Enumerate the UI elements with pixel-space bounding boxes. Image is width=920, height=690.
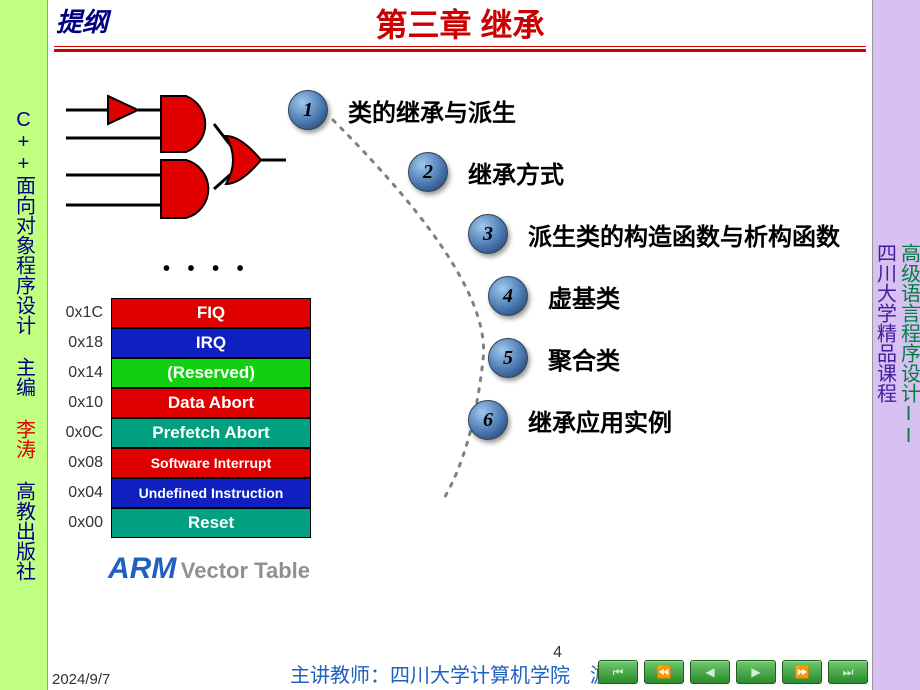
nav-button-4[interactable]: ⏩ [782, 660, 822, 684]
toc-item-6[interactable]: 6 继承应用实例 [468, 400, 840, 440]
vt-cell: Undefined Instruction [111, 478, 311, 508]
toc-item-2[interactable]: 2 继承方式 [408, 152, 840, 192]
vt-addr: 0x1C [56, 304, 111, 322]
left-text-3: 李涛 [13, 419, 35, 459]
vector-table-row: 0x10Data Abort [56, 388, 311, 418]
vector-table-row: 0x00Reset [56, 508, 311, 538]
vt-addr: 0x14 [56, 364, 111, 382]
nav-button-5[interactable]: ⏭ [828, 660, 868, 684]
left-sidebar-text: C++面向对象程序设计 主编 李涛 高教出版社 [13, 109, 35, 581]
toc-label: 聚合类 [548, 341, 620, 376]
vector-table-subtitle: Vector Table [181, 558, 310, 583]
toc-label: 派生类的构造函数与析构函数 [528, 217, 840, 252]
table-of-contents: 1 类的继承与派生 2 继承方式 3 派生类的构造函数与析构函数4 虚基类 5 聚合类 6 继承应用… [278, 90, 840, 462]
toc-item-4[interactable]: 4 虚基类 [488, 276, 840, 316]
nav-button-3[interactable]: ▶ [736, 660, 776, 684]
vt-addr: 0x10 [56, 394, 111, 412]
toc-label: 继承方式 [468, 155, 564, 190]
toc-item-5[interactable]: 5 聚合类 [488, 338, 840, 378]
vt-addr: 0x00 [56, 514, 111, 532]
vt-addr: 0x0C [56, 424, 111, 442]
logic-gates-diagram [66, 90, 286, 250]
nav-button-0[interactable]: ⏮ [598, 660, 638, 684]
toc-number: 5 [488, 338, 528, 378]
toc-label: 类的继承与派生 [348, 93, 516, 128]
vector-table-row: 0x0CPrefetch Abort [56, 418, 311, 448]
vt-cell: Reset [111, 508, 311, 538]
vector-table-row: 0x18IRQ [56, 328, 311, 358]
left-text-1: C++面向对象程序设计 [13, 109, 35, 335]
toc-item-1[interactable]: 1 类的继承与派生 [288, 90, 840, 130]
ellipsis-icon: • • • • [163, 258, 250, 281]
vector-table-caption: ARM Vector Table [108, 552, 310, 586]
toc-number: 3 [468, 214, 508, 254]
page-title: 第三章 继承 [48, 0, 872, 46]
toc-number: 4 [488, 276, 528, 316]
nav-button-2[interactable]: ◀ [690, 660, 730, 684]
vt-addr: 0x18 [56, 334, 111, 352]
vector-table-row: 0x14(Reserved) [56, 358, 311, 388]
toc-label: 虚基类 [548, 279, 620, 314]
main-content: 提纲 第三章 继承 • • • • 0x1CFIQ0x18IRQ0x14(Res… [48, 0, 872, 690]
arm-vector-table: 0x1CFIQ0x18IRQ0x14(Reserved)0x10Data Abo… [56, 298, 311, 538]
right-text-1: 高级语言程序设计II [898, 243, 920, 447]
arm-label: ARM [108, 552, 176, 585]
toc-label: 继承应用实例 [528, 403, 672, 438]
left-sidebar: C++面向对象程序设计 主编 李涛 高教出版社 [0, 0, 48, 690]
right-text-2: 四川大学精品课程 [874, 243, 896, 403]
left-text-2: 主编 [13, 357, 35, 397]
toc-number: 6 [468, 400, 508, 440]
nav-buttons: ⏮⏪◀▶⏩⏭ [598, 660, 868, 684]
vector-table-row: 0x1CFIQ [56, 298, 311, 328]
toc-number: 1 [288, 90, 328, 130]
nav-button-1[interactable]: ⏪ [644, 660, 684, 684]
vt-addr: 0x08 [56, 454, 111, 472]
vector-table-row: 0x04Undefined Instruction [56, 478, 311, 508]
toc-number: 2 [408, 152, 448, 192]
vector-table-row: 0x08Software Interrupt [56, 448, 311, 478]
vt-addr: 0x04 [56, 484, 111, 502]
title-underline [54, 46, 866, 52]
left-text-4: 高教出版社 [13, 481, 35, 581]
toc-item-3[interactable]: 3 派生类的构造函数与析构函数 [468, 214, 840, 254]
right-sidebar-text: 高级语言程序设计II 四川大学精品课程 [873, 243, 920, 447]
right-sidebar: 高级语言程序设计II 四川大学精品课程 [872, 0, 920, 690]
